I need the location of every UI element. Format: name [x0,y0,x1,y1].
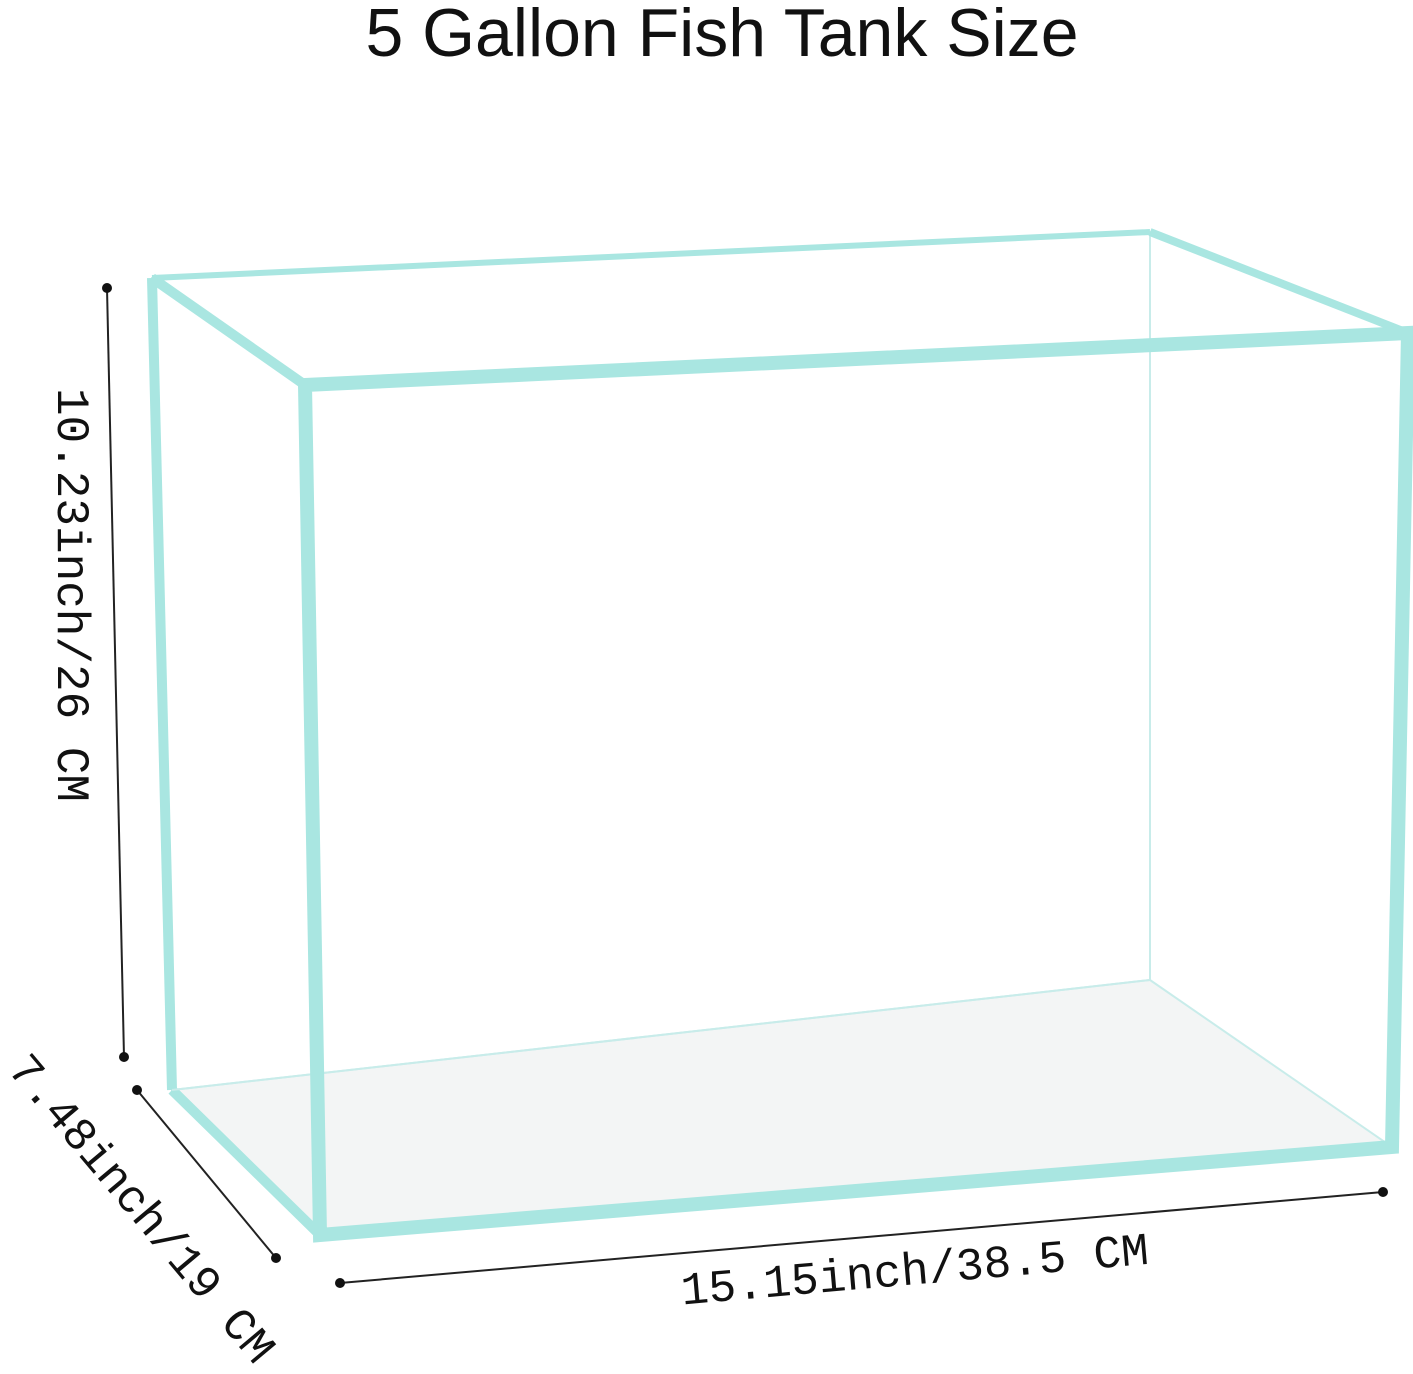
dimension-dot [1378,1187,1388,1197]
tank-edge [1149,979,1393,1148]
dimension-dot [271,1253,281,1263]
title: 5 Gallon Fish Tank Size [365,0,1078,71]
dimension-dot [132,1085,142,1095]
tank-front [297,325,1413,1243]
dimension-line [106,287,125,1058]
dimension-line [136,1089,277,1259]
tank-edge [171,979,1151,1091]
tank-edge [1148,228,1410,337]
tank-edge [168,1086,324,1239]
tank-edge [147,277,177,1091]
tank-edge [151,229,1151,281]
dimension-line [339,1191,1384,1284]
width-label: 15.15inch/38.5 CM [679,1226,1151,1319]
dimension-dot [119,1052,129,1062]
tank-back [150,230,1151,1092]
height-label: 10.23inch/26 CM [44,388,96,802]
dimension-dot [102,283,112,293]
tank-edge [149,273,308,390]
dimension-dot [335,1278,345,1288]
